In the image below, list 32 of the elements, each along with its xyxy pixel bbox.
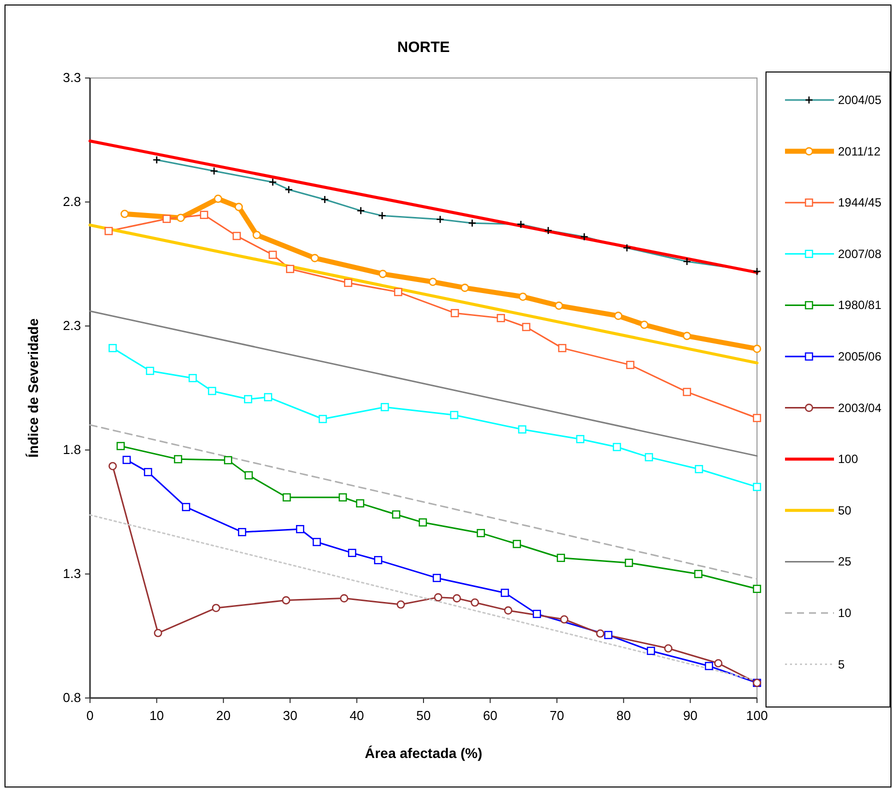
- y-tick-label: 0.8: [62, 690, 81, 705]
- legend-label: 100: [838, 452, 858, 466]
- x-tick-label: 90: [683, 708, 698, 723]
- x-tick-label: 0: [86, 708, 94, 723]
- x-tick-label: 50: [416, 708, 431, 723]
- legend-label: 5: [838, 657, 845, 672]
- legend-label: 1980/81: [838, 298, 882, 312]
- x-tick-label: 80: [616, 708, 631, 723]
- y-axis-title: Índice de Severidade: [25, 318, 41, 458]
- x-tick-label: 100: [746, 708, 768, 723]
- legend-label: 10: [838, 606, 852, 620]
- chart-title: NORTE: [397, 39, 450, 56]
- legend-label: 1944/45: [838, 196, 882, 210]
- x-tick-label: 60: [482, 708, 498, 723]
- y-tick-label: 1.3: [62, 566, 81, 581]
- x-tick-label: 40: [350, 708, 364, 723]
- y-tick-label: 2.8: [62, 194, 81, 209]
- legend-label: 2003/04: [838, 400, 882, 415]
- legend-label: 2005/06: [838, 350, 882, 364]
- x-tick-label: 30: [282, 708, 298, 723]
- x-tick-label: 20: [216, 708, 231, 723]
- legend-label: 2004/05: [838, 93, 882, 107]
- x-axis-title: Área afectada (%): [364, 745, 482, 761]
- y-tick-label: 2.3: [62, 318, 81, 333]
- x-tick-label: 70: [550, 708, 564, 723]
- legend-label: 2011/12: [838, 144, 881, 158]
- legend-label: 2007/08: [838, 246, 882, 261]
- legend-label: 50: [838, 503, 852, 518]
- y-tick-label: 3.3: [62, 70, 81, 85]
- x-tick-label: 10: [149, 708, 164, 723]
- y-tick-label: 1.8: [62, 442, 81, 457]
- legend-label: 25: [838, 554, 852, 569]
